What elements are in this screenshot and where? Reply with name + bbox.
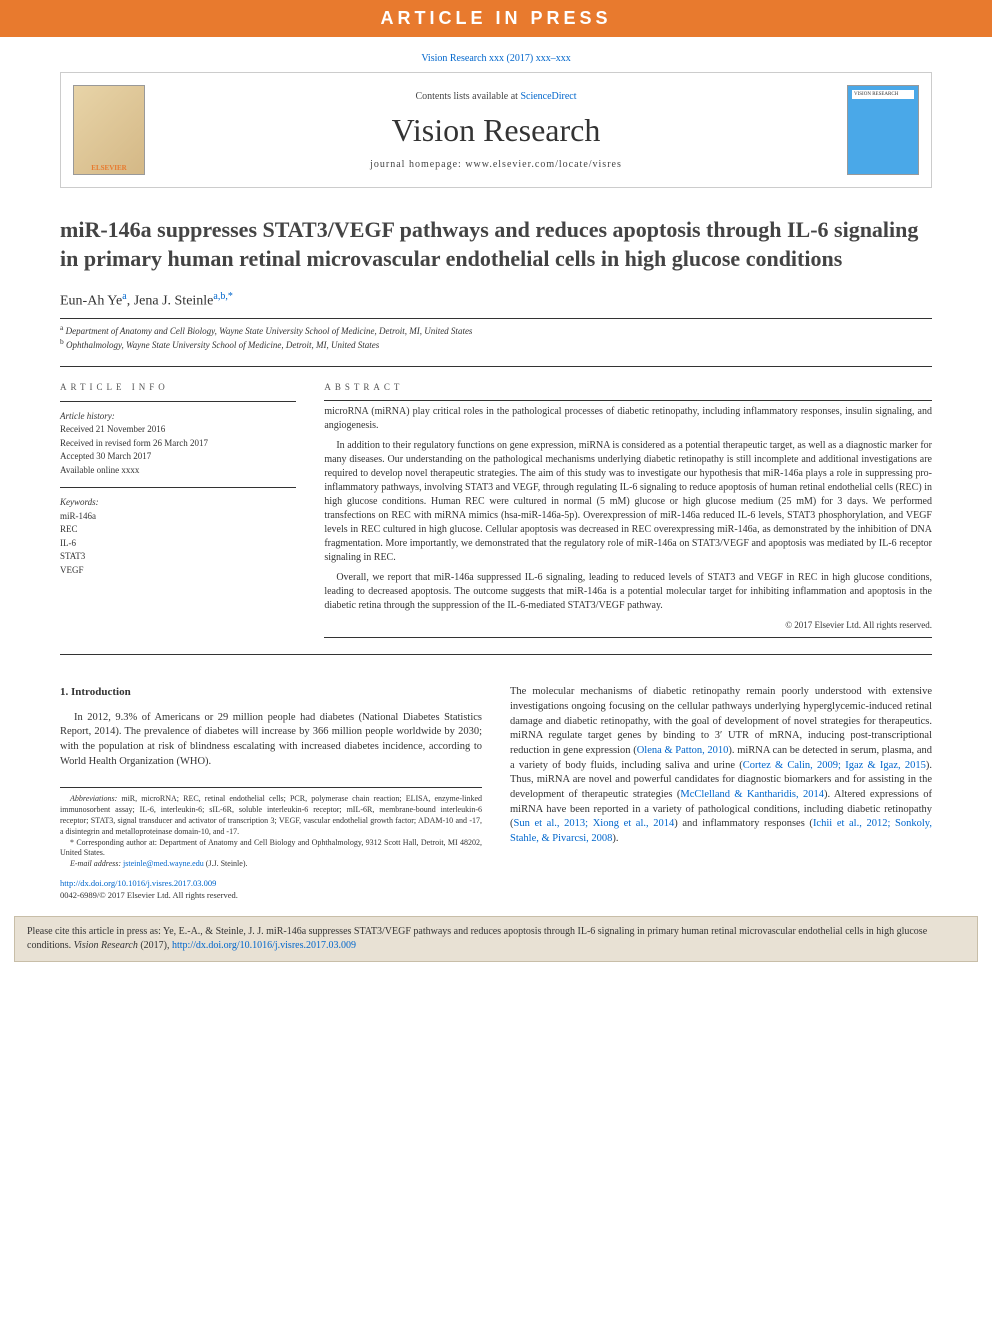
ref-sun[interactable]: Sun et al., 2013; Xiong et al., 2014 bbox=[514, 818, 675, 829]
intro-right-p1: The molecular mechanisms of diabetic ret… bbox=[510, 685, 932, 847]
abstract-p1: microRNA (miRNA) play critical roles in … bbox=[324, 405, 932, 433]
journal-header-box: ELSEVIER Contents lists available at Sci… bbox=[60, 72, 932, 188]
available-date: Available online xxxx bbox=[60, 464, 296, 478]
contents-prefix: Contents lists available at bbox=[415, 91, 520, 102]
contents-list-line: Contents lists available at ScienceDirec… bbox=[161, 91, 831, 102]
intro-heading: 1. Introduction bbox=[60, 685, 482, 700]
cite-journal: Vision Research bbox=[74, 940, 138, 951]
intro-left-p1: In 2012, 9.3% of Americans or 29 million… bbox=[60, 711, 482, 770]
article-info-column: ARTICLE INFO Article history: Received 2… bbox=[60, 381, 296, 642]
author-2-affil[interactable]: a,b, bbox=[213, 291, 227, 302]
keyword-3: IL-6 bbox=[60, 537, 296, 551]
received-date: Received 21 November 2016 bbox=[60, 423, 296, 437]
author-2-corr[interactable]: * bbox=[228, 291, 233, 302]
affil-b: Ophthalmology, Wayne State University Sc… bbox=[66, 340, 379, 350]
doi-link[interactable]: http://dx.doi.org/10.1016/j.visres.2017.… bbox=[60, 878, 216, 888]
doi-block: http://dx.doi.org/10.1016/j.visres.2017.… bbox=[60, 878, 482, 902]
cite-this-article-box: Please cite this article in press as: Ye… bbox=[14, 916, 978, 962]
email-link[interactable]: jsteinle@med.wayne.edu bbox=[123, 859, 204, 868]
journal-cover-thumbnail: VISION RESEARCH bbox=[847, 85, 919, 175]
cite-doi-link[interactable]: http://dx.doi.org/10.1016/j.visres.2017.… bbox=[172, 940, 356, 951]
keyword-4: STAT3 bbox=[60, 550, 296, 564]
affiliations: a Department of Anatomy and Cell Biology… bbox=[60, 323, 932, 352]
ref-olena[interactable]: Olena & Patton, 2010 bbox=[637, 745, 729, 756]
author-2: Jena J. Steinle bbox=[134, 294, 214, 309]
keywords-title: Keywords: bbox=[60, 496, 296, 510]
homepage-url: www.elsevier.com/locate/visres bbox=[465, 159, 622, 170]
abbr-label: Abbreviations: bbox=[70, 794, 117, 803]
email-label: E-mail address: bbox=[70, 859, 121, 868]
cover-title: VISION RESEARCH bbox=[852, 90, 914, 99]
ref-cortez[interactable]: Cortez & Calin, 2009; Igaz & Igaz, 2015 bbox=[743, 760, 926, 771]
affil-a: Department of Anatomy and Cell Biology, … bbox=[66, 326, 473, 336]
article-history-title: Article history: bbox=[60, 410, 296, 424]
keyword-2: REC bbox=[60, 523, 296, 537]
corresp-author: * Corresponding author at: Department of… bbox=[60, 838, 482, 860]
article-in-press-banner: ARTICLE IN PRESS bbox=[0, 0, 992, 37]
article-title: miR-146a suppresses STAT3/VEGF pathways … bbox=[60, 216, 932, 273]
abstract-heading: ABSTRACT bbox=[324, 381, 932, 394]
homepage-prefix: journal homepage: bbox=[370, 159, 465, 170]
elsevier-logo: ELSEVIER bbox=[73, 85, 145, 175]
abstract-copyright: © 2017 Elsevier Ltd. All rights reserved… bbox=[324, 619, 932, 632]
abbr-text: miR, microRNA; REC, retinal endothelial … bbox=[60, 794, 482, 835]
abstract-p2: In addition to their regulatory function… bbox=[324, 439, 932, 565]
abstract-p3: Overall, we report that miR-146a suppres… bbox=[324, 571, 932, 613]
journal-homepage: journal homepage: www.elsevier.com/locat… bbox=[161, 159, 831, 170]
intro-left-column: 1. Introduction In 2012, 9.3% of America… bbox=[60, 685, 482, 902]
sciencedirect-link[interactable]: ScienceDirect bbox=[520, 91, 576, 102]
citation-line: Vision Research xxx (2017) xxx–xxx bbox=[0, 37, 992, 72]
cite-text-b: (2017), bbox=[138, 940, 172, 951]
accepted-date: Accepted 30 March 2017 bbox=[60, 450, 296, 464]
footnotes: Abbreviations: miR, microRNA; REC, retin… bbox=[60, 787, 482, 870]
abstract-column: ABSTRACT microRNA (miRNA) play critical … bbox=[324, 381, 932, 642]
journal-name: Vision Research bbox=[161, 112, 831, 149]
keyword-1: miR-146a bbox=[60, 510, 296, 524]
issn-copyright: 0042-6989/© 2017 Elsevier Ltd. All right… bbox=[60, 890, 238, 900]
revised-date: Received in revised form 26 March 2017 bbox=[60, 437, 296, 451]
article-info-heading: ARTICLE INFO bbox=[60, 381, 296, 395]
email-suffix: (J.J. Steinle). bbox=[204, 859, 248, 868]
author-1-affil[interactable]: a bbox=[122, 291, 126, 302]
keyword-5: VEGF bbox=[60, 564, 296, 578]
authors-line: Eun-Ah Yea, Jena J. Steinlea,b,* bbox=[60, 291, 932, 310]
intro-right-column: The molecular mechanisms of diabetic ret… bbox=[510, 685, 932, 902]
ref-mcclelland[interactable]: McClelland & Kantharidis, 2014 bbox=[680, 789, 824, 800]
author-1: Eun-Ah Ye bbox=[60, 294, 122, 309]
